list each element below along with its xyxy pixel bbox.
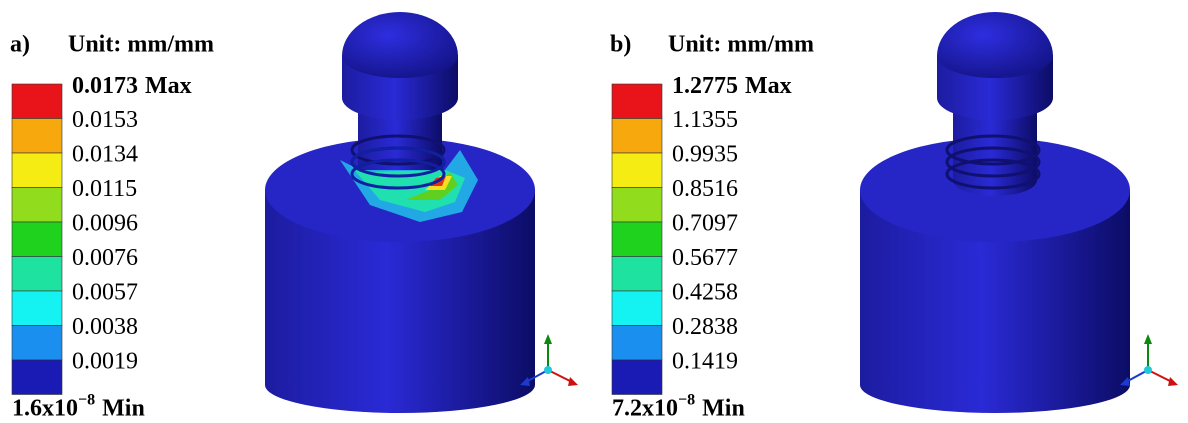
legend-band (12, 153, 62, 188)
panel-label: a) (10, 32, 30, 58)
level-label: 0.2838 (672, 314, 738, 340)
legend-band (612, 84, 662, 119)
max-value: 0.0173 (72, 73, 138, 99)
min-exponent: −8 (78, 391, 95, 408)
level-label: 0.0038 (72, 314, 138, 340)
model-b (860, 12, 1130, 413)
level-label: 0.0153 (72, 107, 138, 133)
unit-label: Unit: mm/mm (68, 32, 214, 58)
legend-band (612, 222, 662, 257)
unit-label: Unit: mm/mm (668, 32, 814, 58)
legend-band (12, 257, 62, 292)
level-label: 0.8516 (672, 176, 738, 202)
min-mantissa: 1.6x10 (12, 395, 78, 421)
min-label: 7.2x10−8 Min (612, 391, 745, 421)
min-word: Min (102, 395, 145, 421)
panel-label: b) (610, 32, 631, 58)
legend-band (612, 291, 662, 326)
level-label: 0.1419 (672, 349, 738, 375)
legend-band (12, 291, 62, 326)
legend-band (612, 257, 662, 292)
level-label: 0.0019 (72, 349, 138, 375)
legend-band (12, 188, 62, 223)
min-mantissa: 7.2x10 (612, 395, 678, 421)
level-label: 0.0096 (72, 211, 138, 237)
legend-band (612, 188, 662, 223)
legend-band (612, 153, 662, 188)
min-word: Min (702, 395, 745, 421)
max-label: 1.2775 Max (672, 73, 792, 99)
level-label: 1.1355 (672, 107, 738, 133)
legend-band (12, 222, 62, 257)
legend-band (612, 360, 662, 395)
level-label: 0.0057 (72, 280, 138, 306)
legend-panel: a) Unit: mm/mm 0.0173 Max 0.0153 0.0134 0.0115… (10, 32, 214, 422)
max-value: 1.2775 (672, 73, 738, 99)
min-label: 1.6x10−8 Min (12, 391, 145, 421)
level-label: 0.5677 (672, 245, 738, 271)
figure: a) Unit: mm/mm 0.0173 Max 0.0153 0.0134 0.0115… (0, 0, 1188, 423)
legend-band (12, 84, 62, 119)
legend-panel: b) Unit: mm/mm 1.2775 Max 1.1355 0.9935 0.8516… (610, 32, 814, 422)
level-label: 0.0134 (72, 142, 138, 168)
level-label: 0.0076 (72, 245, 138, 271)
level-label: 0.4258 (672, 280, 738, 306)
legend-band (612, 326, 662, 361)
level-label: 0.0115 (72, 176, 137, 202)
max-label: 0.0173 Max (72, 73, 192, 99)
max-word: Max (745, 73, 792, 99)
legend-band (12, 119, 62, 154)
level-label: 0.9935 (672, 142, 738, 168)
legend-band (12, 360, 62, 395)
legend-band (612, 119, 662, 154)
legend-band (12, 326, 62, 361)
min-exponent: −8 (678, 391, 695, 408)
level-label: 0.7097 (672, 211, 738, 237)
model-a (265, 12, 535, 413)
max-word: Max (145, 73, 192, 99)
